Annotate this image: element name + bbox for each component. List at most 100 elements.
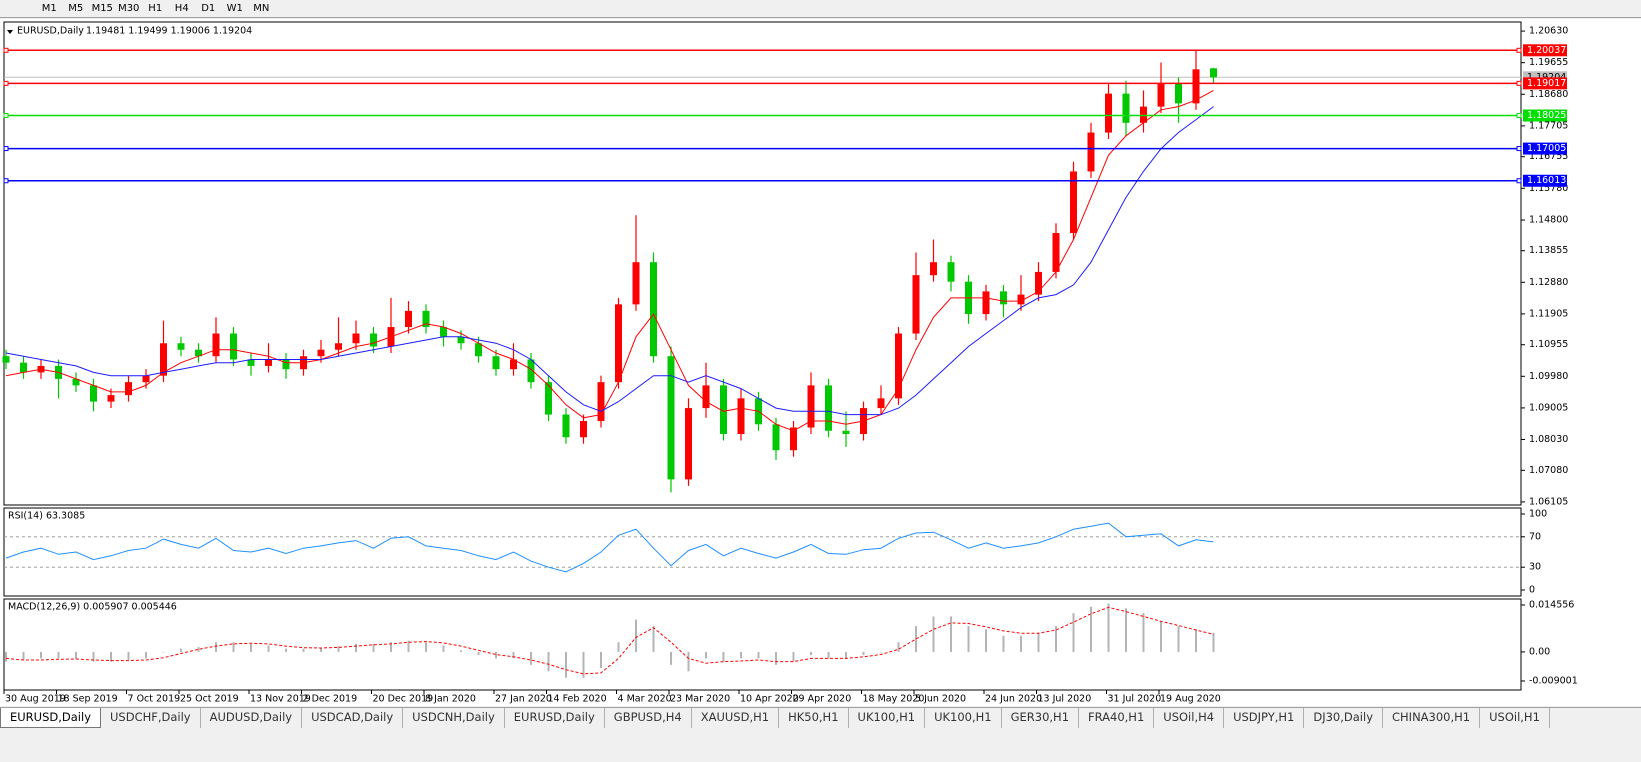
candle-body	[580, 421, 587, 438]
macd-bar	[57, 651, 60, 659]
chart-background	[0, 19, 1641, 706]
macd-bar	[1090, 606, 1092, 652]
timeframe-button[interactable]: M15	[91, 3, 113, 14]
chart-tab[interactable]: GBPUSD,H4	[605, 708, 692, 728]
macd-bar	[547, 651, 550, 672]
macd-bar	[232, 642, 235, 652]
timeframe-toolbar: M1 M5 M15 M30 H1 H4 D1 W1 MN	[0, 0, 1641, 18]
macd-bar	[932, 616, 935, 652]
y-tick-label: 1.19655	[1529, 57, 1568, 68]
macd-bar	[22, 651, 25, 660]
chart-tab[interactable]: USOil,H4	[1154, 708, 1225, 728]
moving-average-line	[5, 106, 1214, 416]
level-tag	[1523, 77, 1567, 90]
macd-bar	[215, 642, 217, 652]
chart-tab[interactable]: EURUSD,Daily	[0, 708, 101, 728]
macd-bar	[827, 651, 830, 659]
chart-tab[interactable]: DJ30,Daily	[1304, 708, 1383, 728]
macd-bar	[145, 651, 147, 659]
candle-body	[1157, 83, 1165, 107]
candle-body	[1122, 93, 1130, 123]
timeframe-button[interactable]: H4	[174, 3, 189, 14]
chart-tab[interactable]: GER30,H1	[1002, 708, 1080, 728]
timeframe-button[interactable]: MN	[253, 3, 270, 14]
macd-bar	[285, 648, 287, 652]
chart-tab[interactable]: USDCHF,Daily	[101, 708, 201, 728]
chart-tab[interactable]: XAUUSD,H1	[692, 708, 780, 728]
candle-body	[982, 291, 990, 315]
macd-bar	[845, 651, 847, 659]
candle-body	[527, 359, 535, 383]
y-tick-label: 1.20630	[1529, 26, 1568, 37]
candle-body	[1087, 132, 1095, 172]
macd-bar	[390, 642, 392, 652]
chart-tab[interactable]: FRA40,H1	[1079, 708, 1155, 728]
chart-tab[interactable]: USDCNH,Daily	[403, 708, 505, 728]
chart-tab[interactable]: USDJPY,H1	[1224, 708, 1305, 728]
chart-tab[interactable]: USOil,H1	[1480, 708, 1550, 728]
candle-body	[370, 333, 377, 347]
macd-bar	[950, 616, 952, 652]
macd-bar	[75, 651, 77, 660]
candle-body	[90, 385, 97, 402]
macd-bar	[635, 619, 637, 652]
y-tick-label: 1.14800	[1529, 215, 1568, 226]
candle-body	[177, 343, 185, 350]
x-tick-label: 31 Jul 2020	[1108, 694, 1162, 705]
candle-body	[702, 385, 710, 409]
macd-bar	[967, 626, 970, 652]
macd-bar	[775, 651, 777, 665]
macd-bar	[372, 643, 375, 652]
macd-bar	[407, 640, 410, 652]
chart-tab[interactable]: HK50,H1	[779, 708, 849, 728]
chart-tab[interactable]: UK100,H1	[849, 708, 926, 728]
y-tick-label: 1.15780	[1529, 183, 1568, 194]
level-handle	[3, 80, 9, 86]
macd-bar	[320, 648, 322, 652]
chart-tab[interactable]: CHINA300,H1	[1383, 708, 1481, 728]
timeframe-button[interactable]: M5	[68, 3, 84, 14]
chart-tab[interactable]: USDCAD,Daily	[302, 708, 404, 728]
macd-bar	[1142, 613, 1145, 652]
timeframe-button[interactable]: H1	[148, 3, 163, 14]
level-handle	[3, 146, 9, 152]
candle-body	[1017, 294, 1025, 305]
chart-tab[interactable]: AUDUSD,Daily	[201, 708, 303, 728]
x-tick-label: 4 Mar 2020	[618, 694, 672, 705]
macd-bar	[722, 651, 725, 662]
level-handle	[3, 47, 9, 53]
macd-bar	[600, 651, 602, 669]
candle-body	[440, 327, 447, 337]
macd-bar	[1002, 635, 1005, 652]
y-tick-label: 1.11905	[1529, 308, 1568, 319]
rsi-line	[5, 522, 1214, 573]
y-tick-label: 1.06105	[1529, 496, 1568, 507]
macd-bar	[425, 642, 427, 652]
timeframe-button[interactable]: M1	[41, 3, 57, 14]
level-handle	[1516, 113, 1522, 119]
chart-tab[interactable]: UK100,H1	[925, 708, 1002, 728]
candle-body	[877, 398, 885, 409]
chart-title: EURUSD,Daily	[17, 26, 84, 37]
x-tick-label: 13 Jul 2020	[1038, 694, 1092, 705]
x-tick-label: 24 Jun 2020	[985, 694, 1042, 705]
macd-bar	[92, 651, 95, 662]
macd-bar	[1037, 632, 1040, 652]
level-label: 1.20037	[1527, 45, 1566, 56]
timeframe-button[interactable]: M30	[118, 3, 140, 14]
candle-body	[685, 408, 692, 480]
timeframe-button[interactable]: W1	[226, 3, 243, 14]
y-tick-label: 1.13855	[1529, 245, 1568, 256]
timeframe-button[interactable]: D1	[201, 3, 216, 14]
candle-body	[650, 262, 657, 357]
macd-bar	[1160, 621, 1162, 652]
x-tick-label: 30 Aug 2019	[5, 694, 66, 705]
candle-body	[2, 356, 10, 363]
level-handle	[1516, 80, 1522, 86]
macd-bar	[127, 651, 130, 660]
candle-body	[790, 427, 797, 451]
x-tick-label: 18 May 2020	[863, 694, 925, 705]
candle-body	[1000, 291, 1007, 305]
chart-tab[interactable]: EURUSD,Daily	[505, 708, 605, 728]
